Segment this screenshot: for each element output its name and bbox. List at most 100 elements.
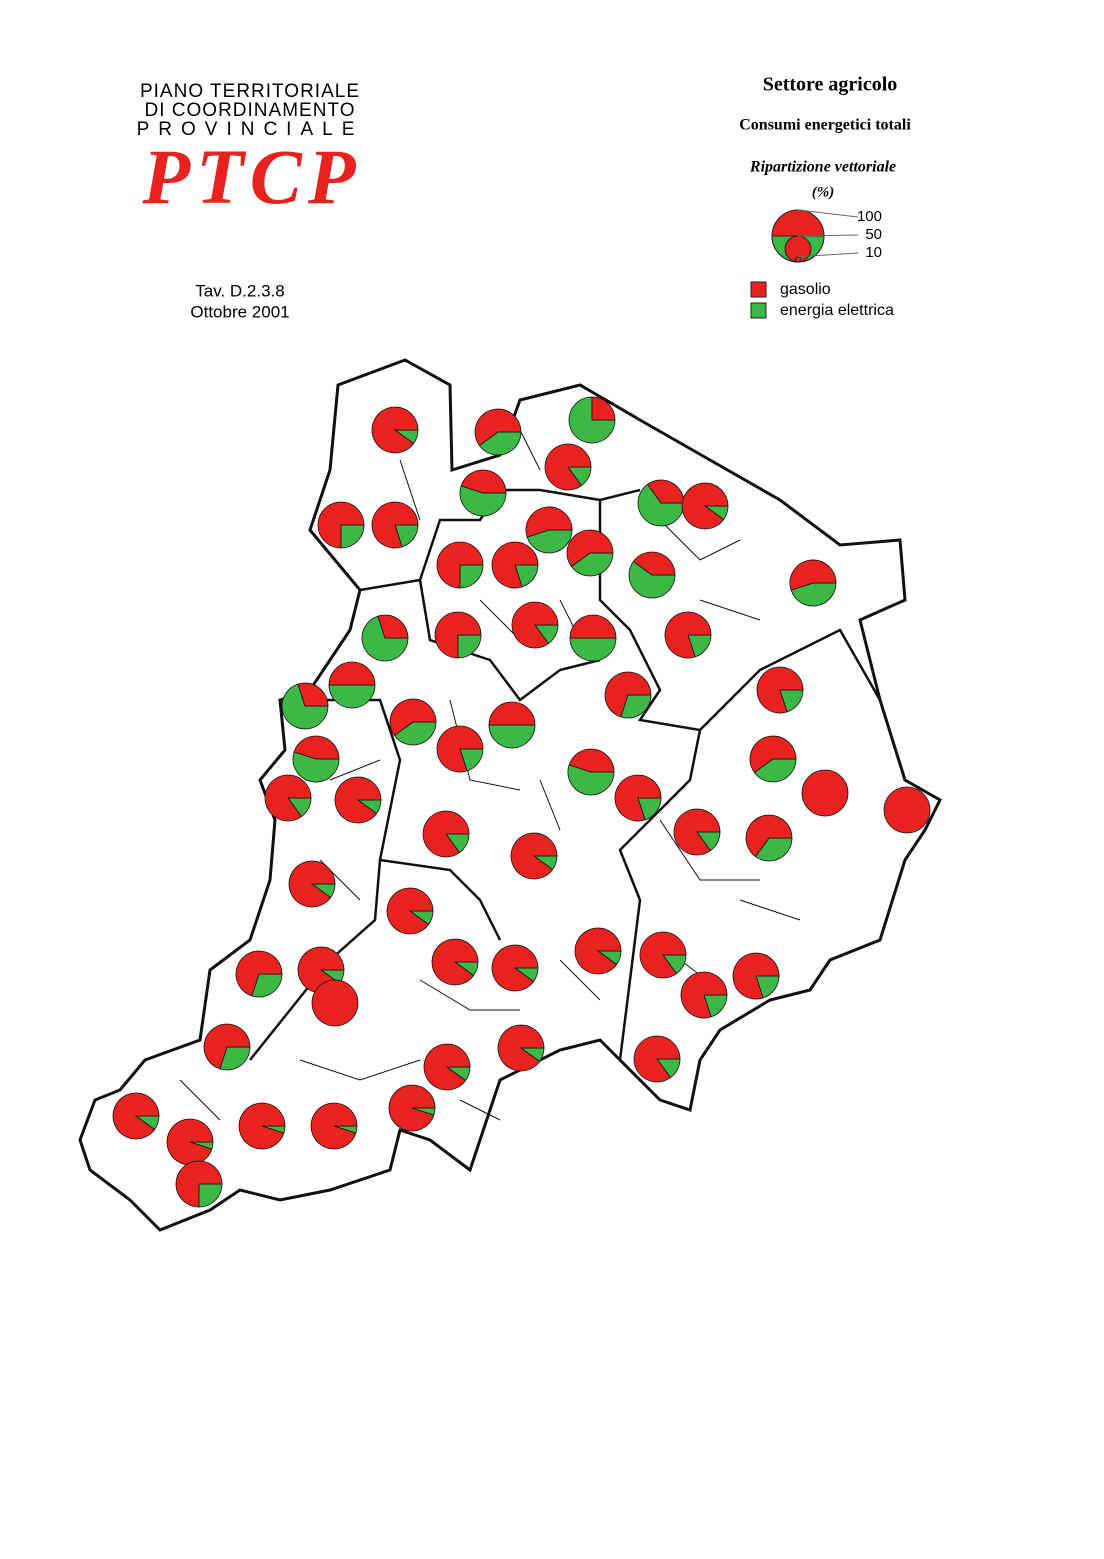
pie-slice-gasolio <box>386 887 434 935</box>
pie-slice-gasolio <box>681 482 729 530</box>
pie-slice-gasolio <box>789 559 837 591</box>
pie-slice-gasolio <box>801 769 849 817</box>
pie-slice-energia-elettrica <box>570 552 614 577</box>
legend-swatch <box>750 281 767 298</box>
pie-slice-gasolio <box>680 971 728 1019</box>
pie-slice-energia-elettrica <box>569 637 617 662</box>
pie-slice-gasolio <box>544 443 592 491</box>
legend-label: energia elettrica <box>780 302 894 319</box>
pie-slice-energia-elettrica <box>457 634 482 659</box>
pie-slice-gasolio <box>525 506 573 538</box>
pie-slice-gasolio <box>288 860 336 908</box>
pie-slice-energia-elettrica <box>567 764 615 796</box>
pie-slice-gasolio <box>389 698 437 737</box>
pie-slice-energia-elettrica <box>361 615 409 662</box>
pie-slice-gasolio <box>434 611 482 659</box>
pie-slice-energia-elettrica <box>219 1046 251 1071</box>
pie-slice-gasolio <box>510 832 558 880</box>
pie-slice-gasolio <box>673 808 721 856</box>
pie-slice-energia-elettrica <box>251 973 283 998</box>
pie-slice-gasolio <box>422 810 470 858</box>
pie-slice-gasolio <box>511 601 559 649</box>
pie-slice-energia-elettrica <box>198 1183 223 1208</box>
pie-slice-energia-elettrica <box>292 751 340 783</box>
size-leader <box>797 209 859 218</box>
pie-slice-gasolio <box>334 776 382 824</box>
pie-slice-gasolio <box>311 979 359 1027</box>
pie-slice-gasolio <box>297 682 329 707</box>
pie-slice-gasolio <box>371 501 419 549</box>
size-label: 10 <box>865 244 882 261</box>
pie-slice-gasolio <box>566 529 614 568</box>
pie-slice-energia-elettrica <box>393 721 437 746</box>
pie-slice-gasolio <box>632 551 676 576</box>
pie-slice-gasolio <box>460 469 507 494</box>
pie-slice-gasolio <box>749 735 797 774</box>
pie-slice-gasolio <box>568 748 615 773</box>
pie-slice-gasolio <box>569 614 617 639</box>
legend-caption: Ripartizione vettoriale <box>749 159 896 176</box>
pie-slice-energia-elettrica <box>488 724 536 749</box>
municipal-boundary <box>179 429 801 1121</box>
legend-unit: (%) <box>812 184 835 200</box>
date: Ottobre 2001 <box>190 302 289 321</box>
pie-slice-gasolio <box>491 541 539 589</box>
pie-slice-gasolio <box>756 666 804 714</box>
pie-slice-gasolio <box>732 952 780 1000</box>
logo-line: DI COORDINAMENTO <box>145 100 356 121</box>
pies <box>112 396 931 1208</box>
size-label: 50 <box>865 226 882 243</box>
pie-slice-gasolio <box>317 501 365 549</box>
pie-slice-gasolio <box>264 774 312 822</box>
pie-slice-gasolio <box>388 1084 436 1132</box>
pie-slice-gasolio <box>235 950 283 997</box>
pie-slice-gasolio <box>474 408 522 447</box>
pie-slice-gasolio <box>175 1160 223 1208</box>
pie-slice-gasolio <box>166 1118 214 1166</box>
pie-slice-gasolio <box>371 406 419 454</box>
pie-slice-gasolio <box>203 1023 251 1070</box>
pie-slice-gasolio <box>238 1102 286 1150</box>
pie-slice-gasolio <box>883 786 931 834</box>
logo-mark: PTCP <box>142 133 362 220</box>
pie-slice-gasolio <box>664 611 712 659</box>
pie-slice-gasolio <box>293 735 340 760</box>
pie-slice-energia-elettrica <box>628 560 676 599</box>
size-circle <box>794 256 802 263</box>
pie-slice-gasolio <box>574 927 622 975</box>
size-leader <box>797 234 859 237</box>
pie-slice-gasolio <box>310 1102 358 1150</box>
pie-slice-energia-elettrica <box>790 582 837 607</box>
legend-items: gasolio energia elettrica <box>750 281 894 319</box>
pie-slice-gasolio <box>745 814 793 858</box>
pie-slice-gasolio <box>377 614 409 639</box>
pie-slice-gasolio <box>436 541 484 589</box>
pie-slice-gasolio <box>491 944 539 992</box>
pie-slice-energia-elettrica <box>637 483 685 527</box>
pie-slice-gasolio <box>604 671 652 718</box>
pie-slice-energia-elettrica <box>459 564 484 589</box>
pie-slice-energia-elettrica <box>526 529 573 554</box>
legend-label: gasolio <box>780 281 831 298</box>
pie-slice-energia-elettrica <box>281 683 329 730</box>
pie-slice-energia-elettrica <box>620 694 652 719</box>
legend-subtitle: Consumi energetici totali <box>739 117 911 134</box>
table-ref: Tav. D.2.3.8 <box>195 281 284 300</box>
pie-slice-gasolio <box>639 931 687 979</box>
legend-swatch <box>750 302 767 319</box>
pie-slice-gasolio <box>633 1035 681 1083</box>
pie-slice-gasolio <box>112 1092 160 1140</box>
logo-line: PIANO TERRITORIALE <box>140 81 360 102</box>
size-leader <box>797 252 859 258</box>
pie-slice-energia-elettrica <box>753 758 797 783</box>
pie-slice-energia-elettrica <box>754 837 793 862</box>
pie-slice-energia-elettrica <box>459 485 507 517</box>
pie-slice-gasolio <box>591 396 616 421</box>
pie-slice-energia-elettrica <box>328 684 376 709</box>
pie-slice-gasolio <box>488 701 536 726</box>
legend-title: Settore agricolo <box>763 74 898 96</box>
pie-slice-energia-elettrica <box>340 524 365 549</box>
pie-slice-gasolio <box>423 1043 471 1091</box>
